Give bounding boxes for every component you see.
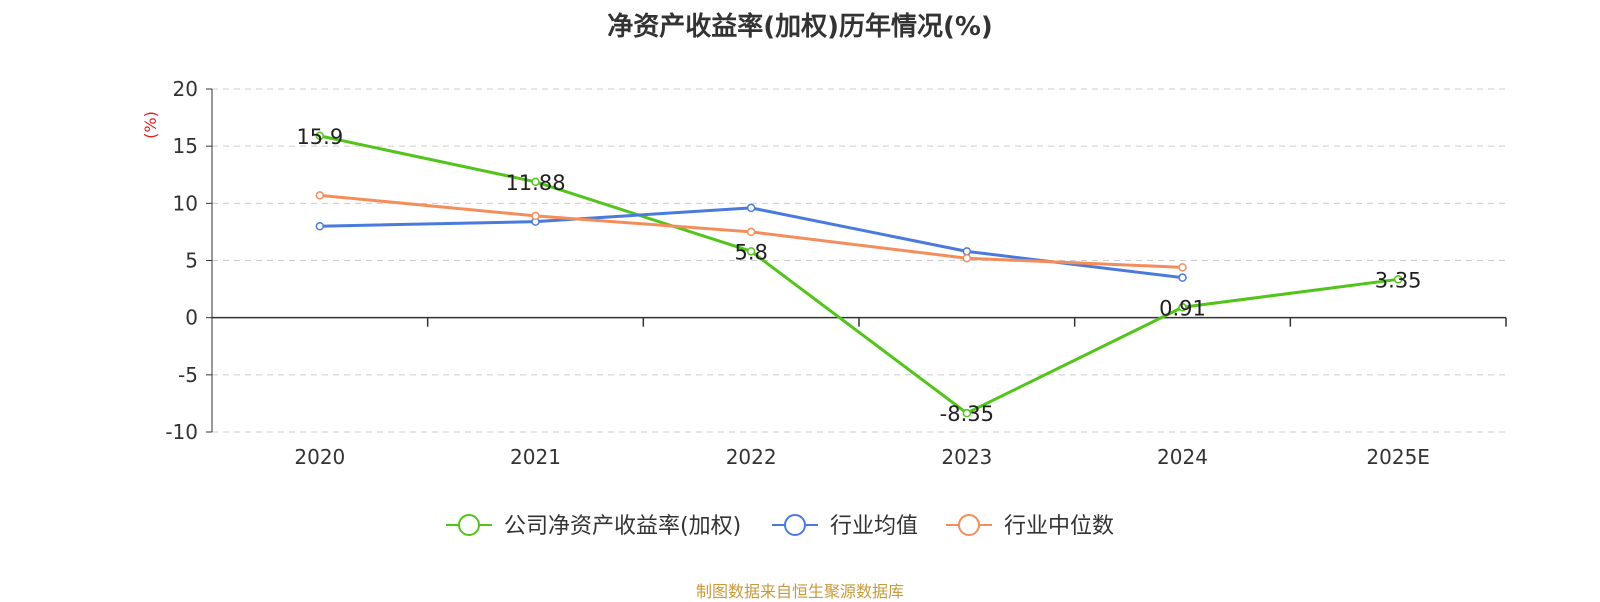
data-label: 5.8 [734, 240, 767, 264]
y-tick-label: -10 [165, 420, 198, 444]
data-point [746, 227, 756, 237]
data-point [1178, 263, 1187, 272]
data-point [746, 247, 756, 256]
data-point [1178, 273, 1187, 282]
data-point [746, 203, 756, 213]
x-tick-label: 2025E [1366, 445, 1430, 469]
data-label: 11.88 [505, 171, 565, 195]
y-tick-label: 15 [173, 134, 198, 158]
x-tick-label: 2021 [510, 445, 561, 469]
legend-marker [458, 514, 480, 536]
legend-label: 行业均值 [830, 514, 918, 539]
legend-item[interactable]: 行业中位数 [946, 514, 1114, 539]
data-point [315, 191, 325, 200]
y-tick-label: 20 [173, 77, 198, 101]
legend-item[interactable]: 行业均值 [772, 514, 918, 539]
legend-label: 公司净资产收益率(加权) [504, 514, 741, 539]
data-point [531, 211, 540, 221]
data-point [962, 408, 972, 418]
y-tick-label: -5 [178, 363, 198, 387]
y-tick-label: 10 [173, 191, 198, 215]
chart-title: 净资产收益率(加权)历年情况(%) [607, 12, 993, 42]
legend-label: 行业中位数 [1004, 514, 1114, 539]
data-point [962, 253, 972, 263]
data-label: -8.35 [940, 402, 994, 426]
y-axis-title: (%) [141, 111, 160, 139]
y-tick-label: 0 [185, 306, 198, 330]
x-tick-label: 2020 [294, 445, 345, 469]
x-tick-label: 2023 [941, 445, 992, 469]
x-tick-label: 2024 [1157, 445, 1208, 469]
data-point [315, 221, 325, 231]
data-point [962, 247, 972, 256]
legend-marker [958, 514, 980, 536]
y-tick-label: 5 [185, 249, 198, 273]
source-note: 制图数据来自恒生聚源数据库 [695, 582, 904, 601]
data-point [531, 177, 540, 187]
data-point [315, 131, 325, 141]
data-point [1393, 275, 1403, 284]
data-label: 0.91 [1159, 296, 1206, 320]
legend-marker [784, 514, 806, 536]
legend-item[interactable]: 公司净资产收益率(加权) [446, 514, 741, 539]
series-line [319, 134, 1399, 415]
data-label: 3.35 [1375, 268, 1422, 292]
data-point [1178, 303, 1187, 312]
x-tick-label: 2022 [726, 445, 777, 469]
data-label: 15.9 [296, 125, 343, 149]
